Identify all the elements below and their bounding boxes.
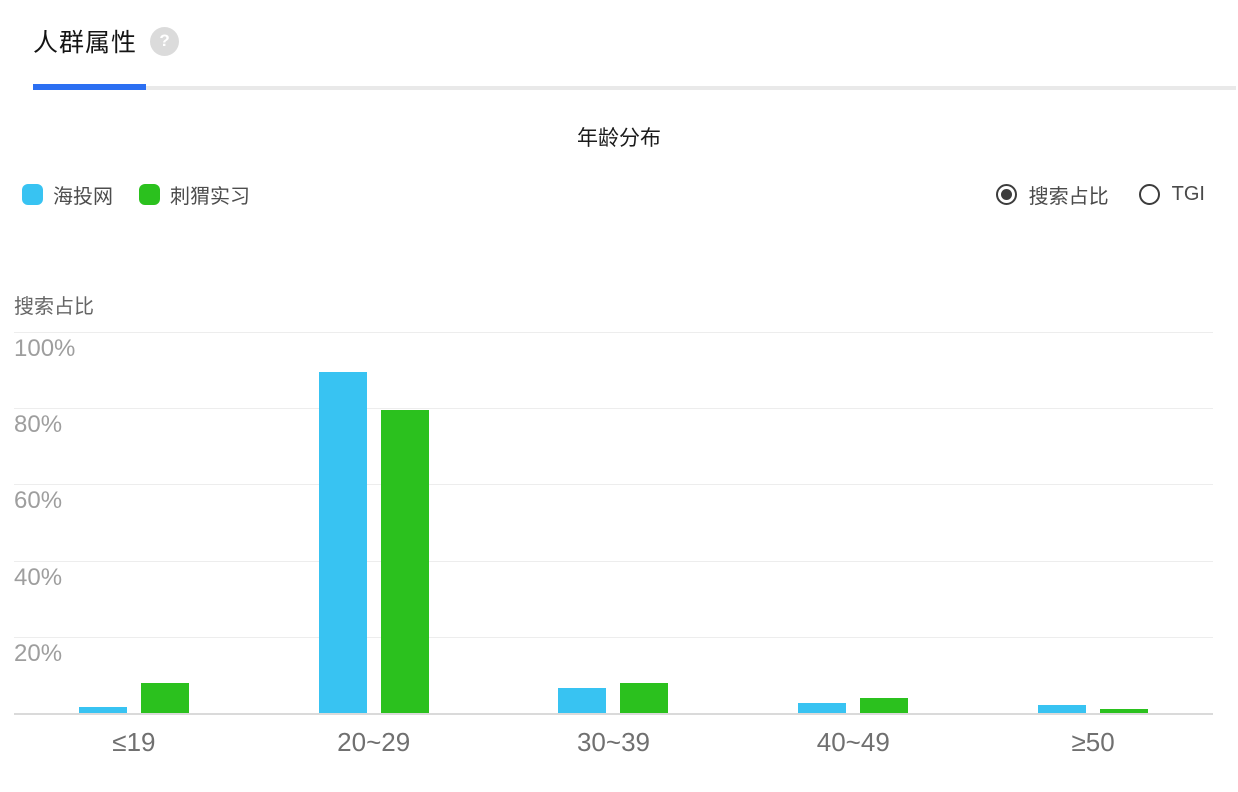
gridline (14, 408, 1213, 410)
x-tick-label: ≥50 (1071, 727, 1115, 757)
bar-group (973, 332, 1213, 713)
y-tick-label: 40% (14, 563, 63, 591)
x-tick-label: 20~29 (337, 727, 411, 757)
radio-button-icon (1138, 183, 1160, 205)
section-header: 人群属性 ? (0, 0, 1238, 58)
x-tick-label: 40~49 (816, 727, 890, 757)
tab-track (33, 86, 1236, 90)
metric-toggle: 搜索占比 TGI (995, 180, 1205, 209)
chart-controls-row: 海投网 刺猬实习 搜索占比 TGI (22, 180, 1205, 209)
section-title: 人群属性 (33, 29, 138, 57)
tab-underline (33, 84, 1236, 90)
gridline (14, 332, 1213, 333)
chart-title: 年龄分布 (577, 127, 661, 150)
legend-label: 刺猬实习 (170, 185, 250, 208)
x-tick-label: ≤19 (112, 727, 156, 757)
active-tab-indicator[interactable] (33, 84, 146, 90)
radio-label: TGI (1171, 182, 1205, 205)
bar-1-2 (620, 682, 669, 713)
bar-0-4 (1038, 705, 1087, 713)
bar-1-1 (380, 410, 429, 713)
legend-item-series-0[interactable]: 海投网 (22, 180, 113, 209)
bar-group (254, 332, 494, 713)
bar-group (14, 332, 254, 713)
bar-chart-plot: 100% 80% 60% 40% 20% (14, 332, 1213, 715)
gridline (14, 636, 1213, 638)
bar-1-3 (860, 697, 909, 713)
bar-group (494, 332, 734, 713)
gridline (14, 484, 1213, 486)
legend-label: 海投网 (53, 185, 113, 208)
y-tick-label: 100% (14, 335, 76, 362)
x-tick-label: 30~39 (576, 727, 650, 757)
legend-swatch-green-icon (139, 183, 160, 205)
bar-0-2 (558, 688, 607, 713)
bar-1-4 (1100, 709, 1149, 713)
x-axis-labels: ≤19 20~29 30~39 40~49 ≥50 (14, 727, 1213, 758)
radio-button-icon (995, 183, 1017, 205)
y-tick-label: 60% (14, 487, 63, 515)
bar-0-0 (78, 707, 127, 713)
radio-tgi[interactable]: TGI (1138, 182, 1205, 206)
help-icon[interactable]: ? (150, 26, 180, 56)
y-axis-label: 搜索占比 (14, 296, 94, 318)
chart-legend: 海投网 刺猬实习 (22, 180, 250, 209)
bar-0-1 (318, 372, 367, 713)
bars-layer (14, 332, 1213, 713)
radio-search-share[interactable]: 搜索占比 (995, 180, 1109, 209)
legend-item-series-1[interactable]: 刺猬实习 (139, 180, 250, 209)
y-tick-label: 80% (14, 411, 63, 439)
legend-swatch-blue-icon (22, 183, 43, 205)
bar-1-0 (140, 682, 189, 713)
y-tick-label: 20% (14, 639, 63, 667)
bar-group (733, 332, 973, 713)
radio-label: 搜索占比 (1028, 185, 1109, 208)
gridline (14, 560, 1213, 562)
bar-0-3 (798, 703, 847, 713)
